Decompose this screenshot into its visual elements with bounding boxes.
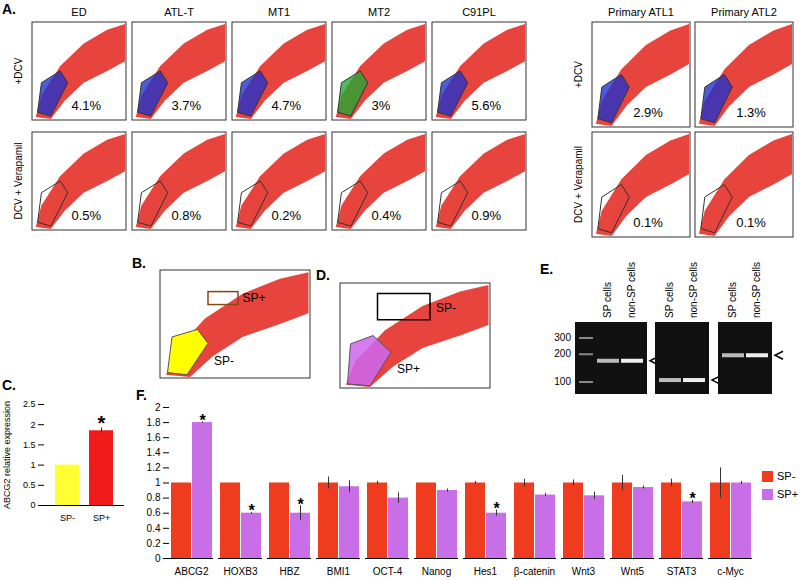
svg-text:ABCG2 relative expression: ABCG2 relative expression: [2, 401, 12, 509]
svg-text:0.4: 0.4: [147, 523, 161, 534]
svg-text:*: *: [248, 502, 255, 519]
svg-text:SP cells: SP cells: [727, 282, 738, 318]
svg-text:2: 2: [30, 420, 35, 430]
svg-text:SP cells: SP cells: [664, 282, 675, 318]
svg-text:Primary ATL1: Primary ATL1: [608, 6, 674, 18]
svg-text:+DCV: +DCV: [573, 61, 584, 88]
svg-text:2.5: 2.5: [23, 399, 36, 409]
svg-text:SP-: SP-: [436, 301, 456, 315]
svg-text:β-catenin: β-catenin: [514, 566, 555, 577]
svg-text:Nanog: Nanog: [422, 566, 451, 577]
svg-text:*: *: [689, 490, 696, 507]
svg-text:STAT3: STAT3: [667, 566, 697, 577]
svg-text:200: 200: [554, 348, 571, 359]
svg-text:0.1%: 0.1%: [736, 215, 766, 230]
svg-text:1.2: 1.2: [147, 462, 161, 473]
svg-text:0.8: 0.8: [147, 492, 161, 503]
svg-text:MT1: MT1: [268, 6, 290, 18]
svg-text:1: 1: [155, 477, 161, 488]
svg-text:Wnt3: Wnt3: [572, 566, 596, 577]
svg-text:C91PL: C91PL: [462, 6, 496, 18]
svg-text:3%: 3%: [371, 98, 390, 113]
svg-text:non-SP cells: non-SP cells: [751, 262, 762, 318]
svg-text:0.4%: 0.4%: [371, 208, 401, 223]
svg-text:DCV + Verapamil: DCV + Verapamil: [13, 143, 24, 220]
svg-text:MT2: MT2: [368, 6, 390, 18]
svg-text:4.1%: 4.1%: [71, 98, 101, 113]
svg-text:SP+: SP+: [397, 362, 420, 376]
svg-text:0.1%: 0.1%: [633, 215, 663, 230]
svg-text:0.6: 0.6: [147, 507, 161, 518]
svg-text:5.6%: 5.6%: [471, 98, 501, 113]
svg-text:Wnt5: Wnt5: [621, 566, 645, 577]
svg-text:4.7%: 4.7%: [271, 98, 301, 113]
svg-text:1.3%: 1.3%: [736, 105, 766, 120]
svg-text:Primary ATL2: Primary ATL2: [711, 6, 777, 18]
html-text:SP-: SP-: [777, 470, 796, 482]
svg-text:D.: D.: [316, 267, 330, 283]
svg-text:*: *: [493, 500, 500, 517]
html-text:SP+: SP+: [777, 488, 799, 500]
svg-text:SP-: SP-: [60, 513, 75, 523]
svg-text:1.5: 1.5: [23, 440, 36, 450]
svg-text:3.7%: 3.7%: [171, 98, 201, 113]
svg-text:non-SP cells: non-SP cells: [688, 262, 699, 318]
svg-text:+DCV: +DCV: [13, 57, 24, 84]
svg-text:A.: A.: [2, 1, 16, 17]
svg-text:*: *: [297, 496, 304, 513]
svg-text:C.: C.: [2, 377, 16, 393]
svg-text:0.5: 0.5: [23, 480, 36, 490]
svg-text:DCV + Verapamil: DCV + Verapamil: [573, 146, 584, 223]
svg-text:SP+: SP+: [243, 291, 266, 305]
svg-text:E.: E.: [540, 261, 553, 277]
svg-text:2: 2: [155, 402, 161, 413]
svg-text:0.2%: 0.2%: [271, 208, 301, 223]
svg-text:100: 100: [554, 376, 571, 387]
svg-text:F.: F.: [136, 387, 147, 403]
svg-text:ATL-T: ATL-T: [164, 6, 194, 18]
svg-text:0.5%: 0.5%: [71, 208, 101, 223]
svg-text:*: *: [199, 412, 206, 429]
svg-text:0: 0: [30, 500, 35, 510]
svg-text:HOXB3: HOXB3: [224, 566, 258, 577]
svg-text:0.9%: 0.9%: [471, 208, 501, 223]
svg-text:HBZ: HBZ: [280, 566, 300, 577]
svg-text:0: 0: [155, 553, 161, 564]
svg-text:2.9%: 2.9%: [633, 105, 663, 120]
svg-text:BMI1: BMI1: [327, 566, 351, 577]
svg-text:*: *: [98, 412, 106, 434]
svg-text:0.8%: 0.8%: [171, 208, 201, 223]
svg-text:B.: B.: [132, 255, 146, 271]
svg-text:1.6: 1.6: [147, 432, 161, 443]
svg-text:ED: ED: [71, 6, 86, 18]
svg-text:1.4: 1.4: [147, 447, 161, 458]
svg-text:1: 1: [30, 460, 35, 470]
svg-text:1.8: 1.8: [147, 417, 161, 428]
svg-text:OCT-4: OCT-4: [373, 566, 403, 577]
svg-text:Hes1: Hes1: [474, 566, 498, 577]
svg-text:SP cells: SP cells: [602, 282, 613, 318]
svg-text:non-SP cells: non-SP cells: [626, 262, 637, 318]
svg-text:SP-: SP-: [214, 354, 234, 368]
svg-text:300: 300: [554, 332, 571, 343]
svg-text:c-Myc: c-Myc: [717, 566, 744, 577]
svg-text:ABCG2: ABCG2: [175, 566, 209, 577]
svg-text:0.2: 0.2: [147, 538, 161, 549]
svg-text:SP+: SP+: [93, 513, 110, 523]
